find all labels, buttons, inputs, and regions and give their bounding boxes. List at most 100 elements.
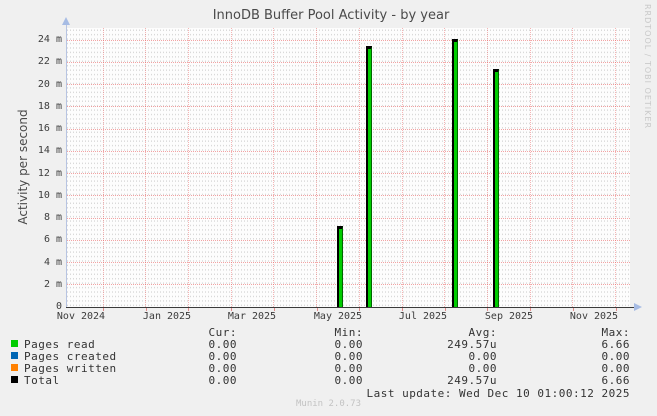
legend-label: Total bbox=[24, 374, 60, 387]
x-axis-arrow-icon bbox=[634, 303, 642, 311]
y-tick-label: 24 m bbox=[37, 34, 62, 45]
y-tick-label: 12 m bbox=[37, 167, 62, 179]
grid-line-horizontal bbox=[66, 217, 630, 219]
grid-line-horizontal bbox=[66, 262, 630, 263]
grid-line-vertical bbox=[187, 28, 189, 307]
grid-line-vertical bbox=[572, 28, 574, 307]
grid-line-horizontal bbox=[66, 106, 630, 108]
y-tick-label: 2 m bbox=[43, 278, 62, 290]
x-axis-line bbox=[66, 307, 636, 308]
legend-swatch bbox=[11, 364, 18, 371]
legend-value: 0.00 bbox=[334, 362, 363, 375]
legend-column-header: Avg: bbox=[468, 326, 497, 339]
legend-swatch bbox=[11, 340, 18, 347]
y-tick-label: 18 m bbox=[37, 100, 62, 112]
x-tick-label: Sep 2025 bbox=[484, 311, 534, 322]
grid-line-horizontal bbox=[66, 239, 630, 241]
x-tick-mark bbox=[273, 308, 275, 311]
x-tick-label: Jul 2025 bbox=[398, 311, 448, 322]
grid-line-horizontal bbox=[66, 173, 630, 174]
grid-line-vertical bbox=[401, 28, 403, 307]
legend-value: 0.00 bbox=[208, 350, 237, 363]
grid-line-vertical bbox=[529, 28, 531, 307]
legend-column-header: Min: bbox=[334, 326, 363, 339]
y-tick-label: 16 m bbox=[37, 123, 62, 134]
grid-line-vertical bbox=[486, 28, 488, 307]
y-tick-label: 22 m bbox=[37, 56, 62, 68]
legend-value: 0.00 bbox=[334, 374, 363, 387]
x-tick-mark bbox=[444, 308, 446, 311]
grid-line-vertical bbox=[358, 28, 360, 307]
grid-line-horizontal bbox=[66, 84, 630, 85]
legend-value: 0.00 bbox=[468, 350, 497, 363]
rrdtool-watermark: RRDTOOL / TOBI OETIKER bbox=[643, 4, 652, 130]
legend-label: Pages created bbox=[24, 350, 117, 363]
x-tick-label: Nov 2024 bbox=[56, 311, 106, 322]
x-tick-label: Jan 2025 bbox=[142, 311, 192, 322]
legend-label: Pages read bbox=[24, 338, 96, 351]
x-tick-mark bbox=[572, 308, 574, 311]
legend-value: 249.57u bbox=[447, 374, 497, 387]
x-tick-mark bbox=[145, 308, 147, 311]
x-tick-mark bbox=[487, 308, 489, 311]
legend-value: 6.66 bbox=[601, 374, 630, 387]
data-spike bbox=[452, 38, 458, 307]
x-tick-label: Nov 2025 bbox=[569, 311, 619, 322]
data-spike bbox=[366, 45, 372, 307]
y-axis-arrow-icon bbox=[62, 17, 70, 25]
y-tick-label: 6 m bbox=[43, 234, 62, 246]
y-tick-label: 4 m bbox=[43, 256, 62, 268]
legend-column-header: Cur: bbox=[208, 326, 237, 339]
x-tick-mark bbox=[530, 308, 532, 311]
chart-title: InnoDB Buffer Pool Activity - by year bbox=[212, 8, 450, 23]
legend-value: 0.00 bbox=[601, 362, 630, 375]
last-update: Last update: Wed Dec 10 01:00:12 2025 bbox=[366, 387, 630, 400]
grid-line-vertical bbox=[316, 28, 318, 307]
grid-line-horizontal bbox=[66, 150, 630, 152]
grid-line-horizontal bbox=[66, 61, 630, 63]
legend-value: 0.00 bbox=[208, 362, 237, 375]
grid-line-horizontal bbox=[66, 128, 630, 130]
y-tick-label: 0 bbox=[55, 301, 62, 312]
legend-value: 0.00 bbox=[334, 350, 363, 363]
grid-line-vertical bbox=[615, 28, 617, 307]
legend-column-header: Max: bbox=[601, 326, 630, 339]
y-axis-line bbox=[66, 24, 67, 307]
y-tick-label: 14 m bbox=[37, 145, 62, 157]
x-tick-mark bbox=[359, 308, 361, 311]
legend-value: 249.57u bbox=[447, 338, 497, 351]
legend-swatch bbox=[11, 352, 18, 359]
legend-swatch bbox=[11, 376, 18, 383]
data-spike bbox=[337, 225, 343, 307]
legend-value: 0.00 bbox=[208, 374, 237, 387]
plot-area bbox=[66, 28, 630, 307]
legend-value: 6.66 bbox=[601, 338, 630, 351]
grid-line-horizontal bbox=[66, 195, 630, 197]
x-tick-mark bbox=[316, 308, 318, 311]
x-tick-mark bbox=[402, 308, 404, 311]
grid-line-horizontal bbox=[66, 284, 630, 286]
x-tick-mark bbox=[188, 308, 190, 311]
data-spike bbox=[493, 68, 499, 307]
x-tick-label: Mar 2025 bbox=[227, 311, 277, 322]
grid-line-vertical bbox=[145, 28, 147, 307]
x-tick-mark bbox=[103, 308, 104, 311]
x-tick-label: May 2025 bbox=[313, 311, 363, 322]
legend-value: 0.00 bbox=[468, 362, 497, 375]
grid-line-vertical bbox=[102, 28, 104, 307]
legend-value: 0.00 bbox=[208, 338, 237, 351]
legend-label: Pages written bbox=[24, 362, 117, 375]
munin-version: Munin 2.0.73 bbox=[295, 399, 362, 409]
x-tick-mark bbox=[231, 308, 233, 311]
grid-line-vertical bbox=[444, 28, 446, 307]
grid-line-vertical bbox=[273, 28, 275, 307]
legend-value: 0.00 bbox=[601, 350, 630, 363]
y-tick-label: 20 m bbox=[37, 78, 62, 90]
y-tick-label: 8 m bbox=[43, 212, 62, 223]
y-tick-label: 10 m bbox=[37, 189, 62, 201]
legend-value: 0.00 bbox=[334, 338, 363, 351]
grid-line-vertical bbox=[230, 28, 232, 307]
grid-line-horizontal bbox=[66, 39, 630, 41]
